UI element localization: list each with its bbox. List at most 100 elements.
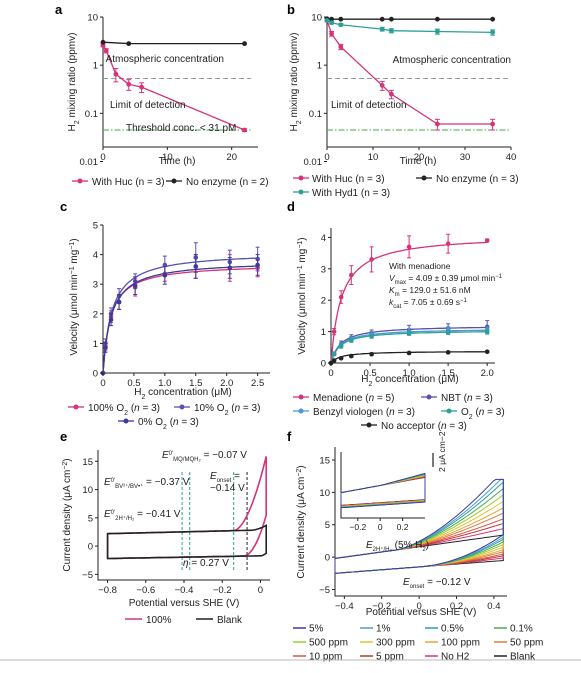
panel-e-ylabel: Current density (μA cm−2) — [62, 458, 74, 571]
panel-e-annotation-h2: E0′2H⁺/H₂ = −0.41 V — [104, 509, 181, 522]
data-point — [406, 244, 412, 250]
pf-xtick-label: 0.4 — [487, 601, 500, 612]
pd-xtick-label: 0.5 — [363, 368, 376, 379]
data-point — [484, 238, 490, 243]
data-point — [369, 334, 374, 339]
ytick-label: 10 — [87, 13, 98, 24]
ytick-label: 0.01 — [80, 157, 99, 168]
ytick-label: 1 — [93, 61, 98, 72]
inset-xtick-label: 0 — [378, 522, 383, 532]
panel-b-chart: 10 1 0.1 0.01 0 10 20 30 40 Atmospheric concent… — [289, 13, 516, 168]
panel-d-ylabel: Velocity (μmol min−1 mg−1) — [297, 237, 309, 354]
pc-ytick-label: 3 — [93, 280, 98, 291]
pf-ytick-label: 10 — [319, 488, 330, 499]
data-point — [389, 91, 394, 97]
panel-d-chart: 0 1 2 3 4 0 0.5 1.0 1.5 2.0 With menadione Vmax … — [297, 228, 503, 388]
panel-e-annotation-bv: E0′BV²⁺/BV•⁺ = −0.37 V — [104, 477, 190, 490]
panel-d-legend-nbt: NBT (n = 3) — [441, 393, 493, 404]
ytick-label: 0.1 — [309, 109, 322, 120]
pc-xtick-label: 0 — [100, 378, 105, 389]
data-point — [331, 358, 337, 363]
pa-xtick-label: 20 — [226, 152, 237, 163]
data-point — [338, 343, 344, 349]
pb-xtick-label: 30 — [460, 152, 471, 163]
panel-e-annotation-eta: η = 0.27 V — [183, 558, 229, 569]
panel-a-ylabel: H2 mixing ratio (ppmv) — [67, 33, 81, 132]
data-point — [484, 349, 490, 354]
data-point — [490, 121, 495, 127]
panel-letter-e: e — [60, 429, 67, 444]
legend-label-0.1%: 0.1% — [510, 624, 533, 635]
data-point — [349, 353, 354, 359]
panel-letter-f: f — [287, 429, 292, 444]
data-point — [162, 273, 168, 278]
panel-b-axes — [326, 17, 511, 148]
pf-ytick-label: 15 — [319, 455, 330, 466]
data-point — [126, 81, 132, 87]
panel-f-ylabel: Current density (μA cm−2) — [296, 465, 308, 578]
data-point — [103, 48, 109, 54]
panel-e-legend-100: 100% — [146, 615, 172, 626]
fit-curve-1 — [102, 257, 258, 374]
data-point — [242, 41, 247, 47]
panel-b-legend: With Huc (n = 3) No enzyme (n = 3) With … — [293, 174, 519, 199]
panel-a-legend-huc: With Huc (n = 3) — [92, 177, 165, 188]
data-point — [406, 330, 412, 336]
pd-xtick-label: 1.5 — [442, 368, 455, 379]
panel-e-axes — [97, 450, 270, 581]
legend-label-100-ppm: 100 ppm — [441, 638, 480, 649]
panel-c-ylabel: Velocity (μmol min−1 mg−1) — [69, 238, 81, 355]
pd-xtick-label: 0 — [328, 368, 333, 379]
data-point — [349, 272, 354, 278]
data-point — [139, 84, 145, 90]
pc-ytick-label: 4 — [93, 250, 98, 261]
cv-curve-blank — [106, 524, 267, 560]
pf-xtick-label: −0.4 — [335, 601, 354, 612]
data-point — [331, 351, 337, 357]
pf-xtick-label: 0 — [416, 601, 421, 612]
pd-ytick-label: 4 — [321, 233, 326, 244]
panel-b-atmospheric-label: Atmospheric concentration — [393, 55, 511, 66]
pc-xtick-label: 1.5 — [189, 378, 202, 389]
pa-xtick-label: 10 — [162, 152, 173, 163]
panel-f-inset: −0.2 0 0.2 2 μA cm−2 — [340, 431, 447, 532]
panel-b-lod-label: Limit of detection — [331, 100, 407, 111]
panel-f-annotation-e2h: E2H⁺/H₂ (5% H2) — [366, 540, 429, 553]
ytick-label: 1 — [317, 61, 322, 72]
data-point — [490, 29, 495, 35]
pe-ytick-label: 15 — [82, 457, 93, 468]
panel-d-xlabel: H2 concentration (μM) — [361, 374, 459, 388]
data-point — [324, 17, 330, 23]
data-point — [490, 16, 495, 22]
panel-f-chart: −5 0 5 10 15 −0.4 −0.2 0 0.2 0.4 −0.2 0 0.2 2 μA c… — [296, 431, 507, 618]
panel-a-legend-no-enzyme: No enzyme (n = 2) — [186, 177, 269, 188]
inset-curve-5% — [340, 472, 426, 509]
panel-d-annotation-vmax: Vmax = 4.09 ± 0.39 μmol min−1 — [389, 273, 503, 286]
data-point — [113, 71, 119, 77]
legend-label-1%: 1% — [376, 624, 391, 635]
data-point — [242, 127, 247, 133]
data-point — [338, 22, 344, 28]
data-point — [329, 20, 334, 26]
data-point — [445, 329, 451, 335]
panel-letter-a: a — [55, 2, 63, 17]
panel-c-legend-100: 100% O2 (n = 3) — [88, 403, 160, 417]
ytick-label: 10 — [311, 13, 322, 24]
panel-b-legend-huc: With Huc (n = 3) — [312, 174, 385, 185]
fit-curve-2 — [102, 265, 258, 374]
pb-xtick-label: 40 — [506, 152, 517, 163]
pc-ytick-label: 0 — [93, 369, 98, 380]
cv-curve-5% — [334, 478, 504, 574]
pf-ytick-label: −5 — [319, 585, 330, 596]
panel-d-annotation-kcat: kcat = 7.05 ± 0.69 s−1 — [389, 297, 468, 310]
data-point — [132, 283, 138, 288]
panel-f-inset-scalebar-label: 2 μA cm−2 — [437, 431, 447, 472]
data-point — [108, 317, 114, 323]
series-line-2 — [326, 19, 493, 34]
pf-ytick-label: 5 — [325, 520, 330, 531]
pc-ytick-label: 2 — [93, 309, 98, 320]
pc-xtick-label: 2.5 — [251, 378, 264, 389]
data-point — [369, 257, 374, 262]
panel-d-legend-menadione: Menadione (n = 5) — [313, 393, 394, 404]
ytick-label: 0.01 — [304, 157, 323, 168]
